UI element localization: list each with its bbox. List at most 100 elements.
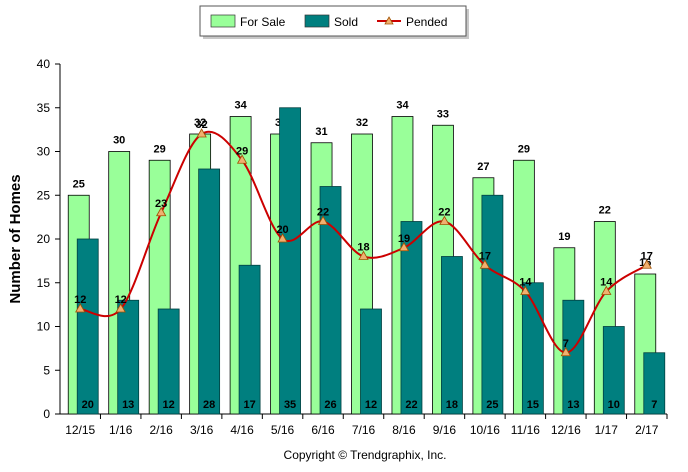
data-label-pended: 32 xyxy=(196,119,208,131)
legend: For Sale Sold Pended xyxy=(199,5,469,39)
data-label-sold: 22 xyxy=(405,399,417,411)
y-tick-label: 15 xyxy=(37,276,51,290)
bar-sold xyxy=(521,282,544,415)
x-tick-label: 2/17 xyxy=(635,423,659,437)
data-label-sold: 13 xyxy=(122,399,134,411)
pended-marker xyxy=(439,215,450,225)
data-label-for-sale: 30 xyxy=(113,135,125,147)
y-tick-label: 40 xyxy=(37,57,51,71)
data-label-sold: 28 xyxy=(203,399,215,411)
data-label-sold: 12 xyxy=(365,399,377,411)
bar-sold xyxy=(602,326,625,415)
x-tick-label: 7/16 xyxy=(352,423,376,437)
x-tick-label: 9/16 xyxy=(433,423,457,437)
x-tick-label: 12/15 xyxy=(65,423,95,437)
data-label-sold: 35 xyxy=(284,399,296,411)
data-label-for-sale: 33 xyxy=(437,108,449,120)
pended-line xyxy=(80,130,648,354)
data-label-sold: 26 xyxy=(324,399,336,411)
bar-sold xyxy=(441,256,463,415)
x-tick-label: 10/16 xyxy=(470,423,500,437)
pended-marker xyxy=(601,285,612,295)
pended-marker xyxy=(560,346,572,357)
legend-swatch-for-sale xyxy=(210,14,236,28)
data-label-for-sale: 29 xyxy=(518,143,530,155)
bar-sold xyxy=(157,308,180,415)
pended-marker xyxy=(317,215,329,225)
y-axis-label: Number of Homes xyxy=(7,174,24,303)
x-tick-label: 6/16 xyxy=(311,423,335,437)
data-label-for-sale: 29 xyxy=(154,143,166,155)
legend-label-sold: Sold xyxy=(334,15,358,29)
x-tick-label: 5/16 xyxy=(271,423,295,437)
data-label-for-sale: 22 xyxy=(599,205,611,217)
data-label-sold: 10 xyxy=(608,399,620,411)
data-label-pended: 29 xyxy=(236,145,248,157)
y-tick-label: 25 xyxy=(37,188,51,202)
data-label-for-sale: 34 xyxy=(234,100,247,112)
data-label-sold: 18 xyxy=(446,399,458,411)
bar-sold xyxy=(643,352,666,415)
pended-marker xyxy=(155,206,167,217)
bar-sold xyxy=(198,168,221,415)
data-label-for-sale: 31 xyxy=(315,126,327,138)
copyright: Copyright © Trendgraphix, Inc. xyxy=(284,448,447,462)
data-label-pended: 20 xyxy=(276,224,288,236)
data-label-pended: 18 xyxy=(357,242,369,254)
y-tick-label: 35 xyxy=(37,101,51,115)
data-label-sold: 20 xyxy=(82,399,94,411)
y-tick-label: 30 xyxy=(37,145,51,159)
bar-sold xyxy=(400,221,423,415)
y-tick-label: 20 xyxy=(37,232,51,246)
data-label-pended: 7 xyxy=(563,338,569,350)
data-label-pended: 22 xyxy=(317,207,329,219)
data-label-for-sale: 34 xyxy=(396,100,409,112)
data-label-for-sale: 32 xyxy=(356,117,368,129)
data-label-for-sale: 27 xyxy=(477,161,489,173)
data-label-pended: 23 xyxy=(155,198,167,210)
pended-marker xyxy=(115,303,126,313)
data-label-for-sale: 25 xyxy=(73,178,85,190)
x-tick-label: 1/17 xyxy=(595,423,619,437)
bar-sold xyxy=(279,107,301,415)
x-tick-label: 1/16 xyxy=(109,423,133,437)
pended-marker xyxy=(479,259,491,269)
pended-marker xyxy=(75,303,86,313)
data-label-pended: 12 xyxy=(115,294,127,306)
y-tick-label: 5 xyxy=(43,363,50,377)
data-label-pended: 17 xyxy=(641,250,653,262)
pended-marker xyxy=(236,154,248,164)
legend-swatch-sold xyxy=(304,14,330,28)
pended-marker xyxy=(358,250,369,260)
x-tick-label: 2/16 xyxy=(149,423,173,437)
bar-sold xyxy=(562,299,585,415)
legend-box xyxy=(199,5,467,37)
bar-sold xyxy=(481,194,504,415)
legend-label-for-sale: For Sale xyxy=(240,15,286,29)
data-label-pended: 14 xyxy=(600,277,613,289)
data-label-pended: 22 xyxy=(438,207,450,219)
bar-sold xyxy=(319,186,342,415)
pended-marker xyxy=(398,241,410,252)
bar-sold xyxy=(238,264,261,415)
y-tick-label: 0 xyxy=(43,407,50,421)
data-label-pended: 17 xyxy=(479,250,491,262)
y-tick-label: 10 xyxy=(37,320,51,334)
pended-marker xyxy=(277,233,288,243)
data-label-sold: 12 xyxy=(163,399,175,411)
x-tick-label: 8/16 xyxy=(392,423,416,437)
bar-sold xyxy=(117,299,140,415)
legend-label-pended: Pended xyxy=(406,15,447,29)
data-label-for-sale: 32 xyxy=(194,117,206,129)
pended-marker xyxy=(520,285,531,295)
data-label-sold: 13 xyxy=(567,399,579,411)
data-label-sold: 25 xyxy=(486,399,498,411)
x-tick-label: 4/16 xyxy=(230,423,254,437)
legend-marker-pended xyxy=(384,16,394,25)
pended-marker xyxy=(196,128,207,138)
x-tick-label: 11/16 xyxy=(511,423,540,437)
data-label-pended: 14 xyxy=(519,277,532,289)
data-label-pended: 12 xyxy=(74,294,86,306)
plot-area: 0 5 10 15 20 25 30 35 40 25 20 12/15 30 13 1/16 29 12 2/1… xyxy=(37,57,668,437)
